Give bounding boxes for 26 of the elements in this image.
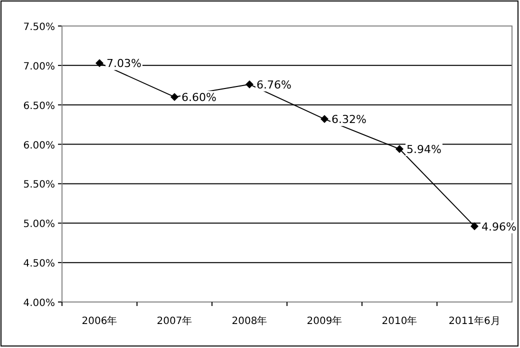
data-label: 5.94% [406, 143, 442, 156]
point [96, 59, 104, 68]
x-tick-label: 2008年 [232, 315, 268, 327]
y-tick-label: 7.00% [23, 61, 55, 72]
data-label: 4.96% [482, 220, 516, 234]
y-tick-label: 6.50% [23, 100, 55, 112]
data-label: 6.32% [332, 113, 366, 126]
data-label: 6.60% [182, 90, 216, 104]
data-label: 7.03% [106, 57, 142, 70]
y-tick-label: 4.50% [23, 258, 55, 270]
point [320, 115, 328, 124]
x-tick-label: 2007年 [156, 315, 192, 327]
x-tick-label: 2009年 [306, 315, 342, 327]
y-tick-label: 7.50% [23, 22, 55, 33]
point [246, 80, 254, 88]
y-tick-label: 6.00% [23, 140, 55, 152]
x-tick-label: 2010年 [382, 315, 418, 327]
point [396, 145, 404, 154]
point [470, 222, 478, 230]
x-tick-label: 2006年 [82, 315, 118, 327]
y-tick-label: 5.50% [23, 180, 55, 191]
y-tick-label: 4.00% [23, 298, 55, 309]
y-tick-label: 5.00% [23, 219, 55, 230]
point [170, 92, 178, 101]
x-tick-label: 2011年6月 [448, 315, 500, 327]
data-label: 6.76% [256, 78, 292, 92]
